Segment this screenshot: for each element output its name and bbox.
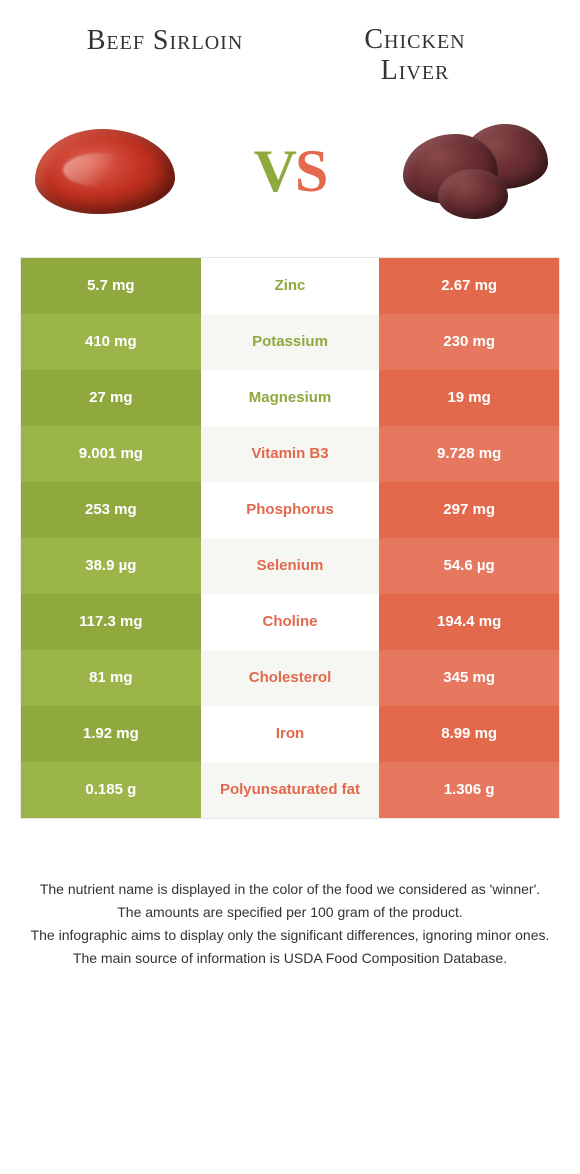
value-right: 345 mg: [379, 650, 559, 706]
value-right: 2.67 mg: [379, 258, 559, 314]
nutrient-row: 253 mgPhosphorus297 mg: [21, 482, 559, 538]
value-right: 8.99 mg: [379, 706, 559, 762]
vs-label: VS: [254, 137, 327, 206]
chicken-liver-image: [400, 117, 550, 227]
footnotes: The nutrient name is displayed in the co…: [0, 819, 580, 991]
nutrient-row: 81 mgCholesterol345 mg: [21, 650, 559, 706]
value-left: 253 mg: [21, 482, 201, 538]
nutrient-row: 38.9 µgSelenium54.6 µg: [21, 538, 559, 594]
value-left: 27 mg: [21, 370, 201, 426]
nutrient-label: Vitamin B3: [201, 426, 380, 482]
footnote-line: The amounts are specified per 100 gram o…: [30, 902, 550, 923]
images-row: VS: [0, 97, 580, 257]
nutrient-label: Potassium: [201, 314, 380, 370]
value-left: 5.7 mg: [21, 258, 201, 314]
nutrient-row: 0.185 gPolyunsaturated fat1.306 g: [21, 762, 559, 818]
value-left: 81 mg: [21, 650, 201, 706]
value-left: 38.9 µg: [21, 538, 201, 594]
footnote-line: The nutrient name is displayed in the co…: [30, 879, 550, 900]
value-right: 297 mg: [379, 482, 559, 538]
footnote-line: The infographic aims to display only the…: [30, 925, 550, 946]
nutrient-label: Cholesterol: [201, 650, 380, 706]
value-right: 230 mg: [379, 314, 559, 370]
value-left: 1.92 mg: [21, 706, 201, 762]
nutrient-label: Selenium: [201, 538, 380, 594]
nutrient-row: 27 mgMagnesium19 mg: [21, 370, 559, 426]
nutrient-label: Magnesium: [201, 370, 380, 426]
nutrient-label: Choline: [201, 594, 380, 650]
value-left: 9.001 mg: [21, 426, 201, 482]
footnote-line: The main source of information is USDA F…: [30, 948, 550, 969]
value-left: 117.3 mg: [21, 594, 201, 650]
food-title-left: Beef Sirloin: [40, 25, 290, 87]
nutrient-label: Phosphorus: [201, 482, 380, 538]
value-right: 9.728 mg: [379, 426, 559, 482]
nutrient-table: 5.7 mgZinc2.67 mg410 mgPotassium230 mg27…: [20, 257, 560, 819]
value-left: 0.185 g: [21, 762, 201, 818]
nutrient-row: 117.3 mgCholine194.4 mg: [21, 594, 559, 650]
beef-sirloin-image: [30, 117, 180, 227]
value-left: 410 mg: [21, 314, 201, 370]
nutrient-label: Zinc: [201, 258, 380, 314]
nutrient-row: 5.7 mgZinc2.67 mg: [21, 258, 559, 314]
nutrient-row: 1.92 mgIron8.99 mg: [21, 706, 559, 762]
value-right: 19 mg: [379, 370, 559, 426]
nutrient-label: Iron: [201, 706, 380, 762]
value-right: 1.306 g: [379, 762, 559, 818]
nutrient-row: 9.001 mgVitamin B39.728 mg: [21, 426, 559, 482]
value-right: 54.6 µg: [379, 538, 559, 594]
nutrient-row: 410 mgPotassium230 mg: [21, 314, 559, 370]
header: Beef Sirloin ChickenLiver: [0, 0, 580, 97]
food-title-right: ChickenLiver: [290, 25, 540, 87]
nutrient-label: Polyunsaturated fat: [201, 762, 380, 818]
value-right: 194.4 mg: [379, 594, 559, 650]
